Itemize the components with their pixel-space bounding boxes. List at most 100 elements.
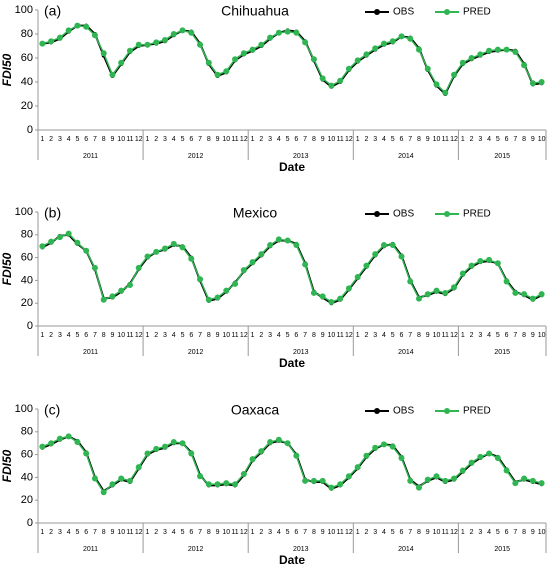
x-tick-label: 10: [433, 529, 441, 536]
data-point: [91, 264, 98, 271]
x-tick-label: 9: [426, 529, 430, 536]
data-point: [153, 39, 160, 46]
data-point: [372, 251, 379, 258]
data-point: [214, 71, 221, 78]
data-point: [398, 253, 405, 260]
data-point: [65, 230, 72, 237]
data-point: [538, 291, 545, 298]
data-point: [389, 38, 396, 45]
year-label: 2015: [494, 153, 510, 160]
data-point: [328, 299, 335, 306]
y-tick-label: 100: [15, 206, 33, 218]
data-point: [135, 464, 142, 471]
y-tick-label: 80: [21, 426, 33, 438]
data-point: [512, 49, 519, 55]
x-tick-label: 10: [222, 332, 230, 339]
x-tick-label: 5: [391, 136, 395, 143]
x-tick-label: 3: [268, 136, 272, 143]
data-point: [521, 475, 528, 482]
data-point: [109, 71, 116, 78]
chart-title: Mexico: [233, 205, 278, 221]
x-tick-label: 9: [110, 529, 114, 536]
data-point: [109, 481, 116, 488]
x-tick-label: 10: [117, 136, 125, 143]
x-tick-label: 11: [231, 136, 238, 143]
data-point: [205, 296, 212, 303]
x-tick-label: 7: [93, 529, 97, 536]
data-point: [442, 289, 449, 296]
x-tick-label: 10: [433, 136, 441, 143]
x-tick-label: 10: [433, 332, 441, 339]
x-tick-label: 7: [408, 136, 412, 143]
data-point: [486, 256, 493, 263]
x-tick-label: 10: [328, 136, 336, 143]
data-point: [433, 287, 440, 294]
x-tick-label: 6: [189, 529, 193, 536]
x-tick-label: 5: [75, 136, 79, 143]
x-tick-label: 1: [251, 136, 255, 143]
data-point: [310, 56, 317, 63]
y-tick-label: 20: [21, 297, 33, 309]
x-tick-label: 11: [442, 529, 449, 536]
x-tick-label: 7: [303, 136, 307, 143]
data-point: [126, 477, 133, 484]
data-point: [249, 259, 256, 266]
x-tick-label: 5: [75, 332, 79, 339]
data-point: [416, 46, 422, 53]
data-point: [372, 45, 379, 52]
x-tick-label: 8: [522, 332, 526, 339]
data-point: [275, 29, 282, 36]
data-point: [162, 245, 168, 252]
x-tick-label: 6: [400, 529, 404, 536]
data-point: [389, 443, 396, 450]
data-point: [197, 41, 204, 48]
x-tick-label: 8: [522, 529, 526, 536]
data-point: [118, 475, 125, 482]
data-point: [275, 236, 282, 243]
data-point: [468, 459, 475, 466]
x-tick-label: 2: [154, 529, 158, 536]
data-point: [503, 46, 510, 53]
x-tick-label: 3: [268, 332, 272, 339]
x-tick-label: 1: [356, 136, 360, 143]
data-point: [223, 287, 230, 294]
data-point: [83, 247, 90, 254]
x-tick-label: 9: [216, 136, 220, 143]
x-tick-label: 10: [222, 529, 230, 536]
x-tick-label: 7: [408, 529, 412, 536]
year-label: 2014: [398, 153, 414, 160]
x-tick-label: 1: [40, 136, 44, 143]
y-tick-label: 80: [21, 229, 33, 241]
data-point: [354, 57, 361, 64]
x-tick-label: 7: [198, 529, 202, 536]
year-label: 2011: [83, 349, 98, 356]
x-tick-label: 2: [49, 332, 53, 339]
data-point: [100, 489, 107, 496]
x-tick-label: 3: [58, 529, 62, 536]
x-tick-label: 7: [93, 332, 97, 339]
x-tick-label: 2: [364, 529, 368, 536]
x-tick-label: 5: [286, 529, 290, 536]
x-tick-label: 12: [240, 136, 248, 143]
data-point: [100, 50, 107, 57]
x-tick-label: 11: [337, 136, 344, 143]
data-point: [65, 27, 72, 34]
year-label: 2014: [398, 349, 414, 356]
x-tick-label: 4: [172, 529, 176, 536]
panel-label: (b): [44, 205, 61, 221]
x-tick-label: 12: [345, 529, 353, 536]
y-tick-label: 100: [15, 4, 33, 16]
data-point: [538, 79, 545, 85]
y-tick-label: 0: [27, 320, 33, 332]
data-point: [416, 295, 422, 302]
data-point: [310, 477, 317, 484]
year-label: 2012: [188, 349, 204, 356]
x-tick-label: 4: [172, 136, 176, 143]
x-tick-label: 11: [231, 529, 238, 536]
data-point: [135, 264, 142, 271]
data-point: [363, 262, 370, 269]
x-tick-label: 9: [216, 529, 220, 536]
series-line: [42, 232, 542, 303]
series-line: [42, 24, 542, 95]
x-tick-label: 4: [382, 332, 386, 339]
